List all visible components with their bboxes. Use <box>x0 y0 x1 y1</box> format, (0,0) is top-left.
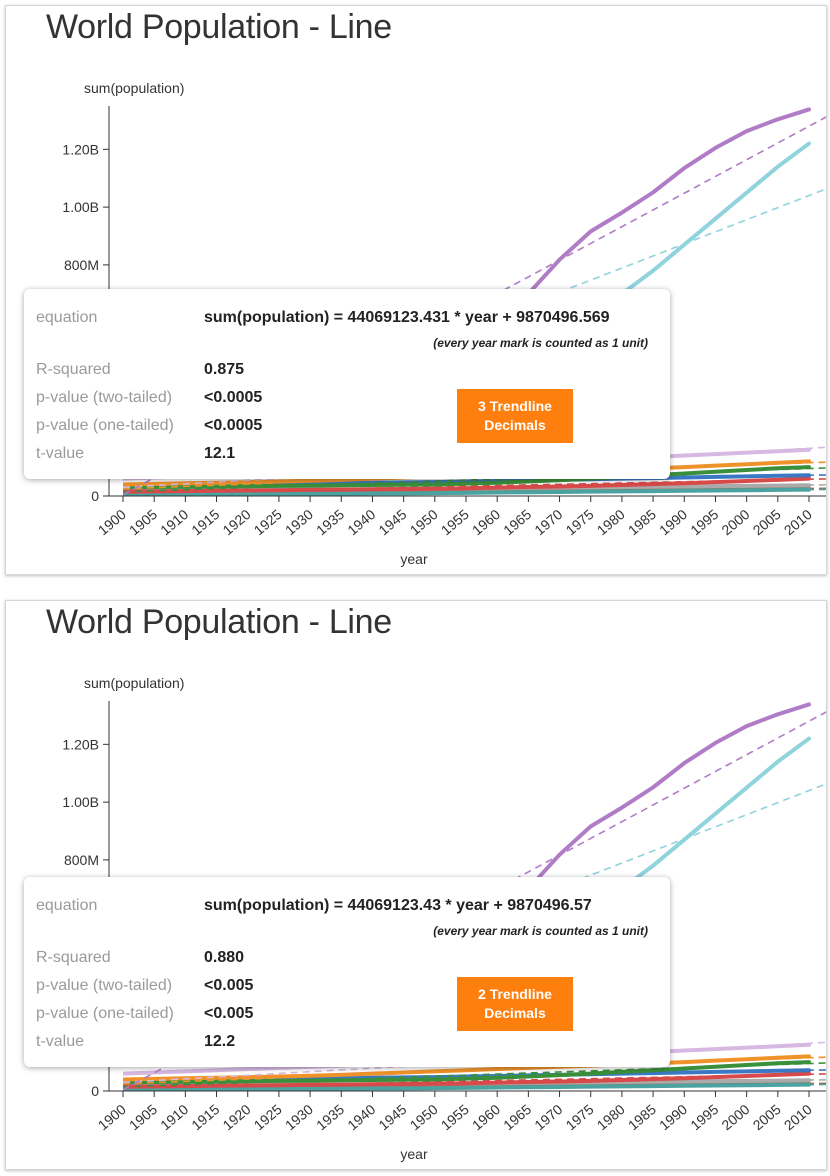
r-squared-label: R-squared <box>36 949 111 966</box>
t-value-label: t-value <box>36 445 85 462</box>
r-squared-value: 0.875 <box>204 361 245 378</box>
x-tick-label: 2010 <box>781 506 815 538</box>
y-tick-label: 1.00B <box>62 794 99 810</box>
p-value-two-tailed-value: <0.005 <box>204 977 254 994</box>
y-tick-label: 1.00B <box>62 199 99 215</box>
chart-title: World Population - Line <box>46 8 392 46</box>
x-tick-label: 1990 <box>656 1101 690 1133</box>
x-tick-label: 2005 <box>750 1101 784 1133</box>
x-tick-label: 1995 <box>687 506 721 538</box>
series-line-series-c <box>123 465 811 490</box>
x-tick-label: 1940 <box>344 506 378 538</box>
x-tick-label: 1905 <box>126 1101 160 1133</box>
trendline-tooltip: equation sum(population) = 44069123.431 … <box>24 289 670 479</box>
x-tick-label: 2010 <box>781 1101 815 1133</box>
x-tick-label: 1985 <box>625 506 659 538</box>
p-value-two-tailed-label: p-value (two-tailed) <box>36 977 173 994</box>
x-tick-label: 1940 <box>344 1101 378 1133</box>
x-tick-label: 1955 <box>438 506 472 538</box>
r-squared-value: 0.880 <box>204 949 245 966</box>
x-tick-label: 2000 <box>718 1101 752 1133</box>
y-tick-label: 0 <box>91 488 99 504</box>
x-tick-label: 1920 <box>220 1101 254 1133</box>
x-tick-label: 1970 <box>531 1101 565 1133</box>
x-tick-label: 1900 <box>95 1101 129 1133</box>
p-value-two-tailed-label: p-value (two-tailed) <box>36 389 173 406</box>
p-value-one-tailed-value: <0.0005 <box>204 417 263 434</box>
x-tick-label: 1915 <box>188 506 222 538</box>
y-tick-label: 1.20B <box>62 141 99 157</box>
t-value-label: t-value <box>36 1033 85 1050</box>
x-tick-label: 1960 <box>469 506 503 538</box>
equation-label: equation <box>36 897 98 914</box>
chart-title: World Population - Line <box>46 603 392 641</box>
x-tick-label: 1975 <box>563 1101 597 1133</box>
equation-value: sum(population) = 44069123.431 * year + … <box>204 309 610 326</box>
x-tick-label: 1990 <box>656 506 690 538</box>
x-tick-label: 1950 <box>407 506 441 538</box>
equation-note: (every year mark is counted as 1 unit) <box>433 924 648 938</box>
x-tick-label: 1920 <box>220 506 254 538</box>
x-tick-label: 1965 <box>500 1101 534 1133</box>
equation-value: sum(population) = 44069123.43 * year + 9… <box>204 897 592 914</box>
x-tick-label: 1935 <box>313 1101 347 1133</box>
x-axis-label: year <box>400 1146 428 1162</box>
x-tick-label: 1950 <box>407 1101 441 1133</box>
equation-label: equation <box>36 309 98 326</box>
y-tick-label: 0 <box>91 1083 99 1099</box>
x-tick-label: 1985 <box>625 1101 659 1133</box>
p-value-one-tailed-value: <0.005 <box>204 1005 254 1022</box>
series-line-series-e <box>123 1071 811 1089</box>
x-tick-label: 1955 <box>438 1101 472 1133</box>
x-tick-label: 1930 <box>282 1101 316 1133</box>
p-value-one-tailed-label: p-value (one-tailed) <box>36 417 174 434</box>
equation-note: (every year mark is counted as 1 unit) <box>433 336 648 350</box>
y-axis-label: sum(population) <box>84 80 184 96</box>
x-tick-label: 1910 <box>157 506 191 538</box>
series-line-series-b <box>123 1054 811 1082</box>
x-tick-label: 1995 <box>687 1101 721 1133</box>
x-tick-label: 1980 <box>594 506 628 538</box>
series-line-series-c <box>123 1060 811 1085</box>
t-value-value: 12.2 <box>204 1033 236 1050</box>
x-tick-label: 1965 <box>500 506 534 538</box>
p-value-two-tailed-value: <0.0005 <box>204 389 263 406</box>
y-tick-label: 800M <box>64 852 99 868</box>
x-tick-label: 1915 <box>188 1101 222 1133</box>
trendline-decimals-button[interactable]: 2 Trendline Decimals <box>457 977 573 1031</box>
y-axis-label: sum(population) <box>84 675 184 691</box>
trendline-tooltip: equation sum(population) = 44069123.43 *… <box>24 877 670 1067</box>
x-tick-label: 1930 <box>282 506 316 538</box>
series-line-series-g <box>123 487 811 497</box>
trendline-decimals-button[interactable]: 3 Trendline Decimals <box>457 389 573 443</box>
x-tick-label: 1975 <box>563 506 597 538</box>
x-tick-label: 1945 <box>375 1101 409 1133</box>
x-tick-label: 1905 <box>126 506 160 538</box>
x-tick-label: 1970 <box>531 506 565 538</box>
series-line-series-e <box>123 476 811 494</box>
x-tick-label: 1900 <box>95 506 129 538</box>
x-tick-label: 1980 <box>594 1101 628 1133</box>
y-tick-label: 1.20B <box>62 736 99 752</box>
p-value-one-tailed-label: p-value (one-tailed) <box>36 1005 174 1022</box>
x-tick-label: 1935 <box>313 506 347 538</box>
series-line-series-g <box>123 1082 811 1092</box>
r-squared-label: R-squared <box>36 361 111 378</box>
x-tick-label: 2000 <box>718 506 752 538</box>
x-tick-label: 1925 <box>251 1101 285 1133</box>
x-tick-label: 2005 <box>750 506 784 538</box>
x-axis-label: year <box>400 551 428 567</box>
x-tick-label: 1945 <box>375 506 409 538</box>
chart-panel: World Population - Line sum(population) 0… <box>5 600 827 1170</box>
t-value-value: 12.1 <box>204 445 236 462</box>
chart-panel: World Population - Line sum(population) 0… <box>5 5 827 575</box>
y-tick-label: 800M <box>64 257 99 273</box>
x-tick-label: 1960 <box>469 1101 503 1133</box>
x-tick-label: 1910 <box>157 1101 191 1133</box>
x-tick-label: 1925 <box>251 506 285 538</box>
